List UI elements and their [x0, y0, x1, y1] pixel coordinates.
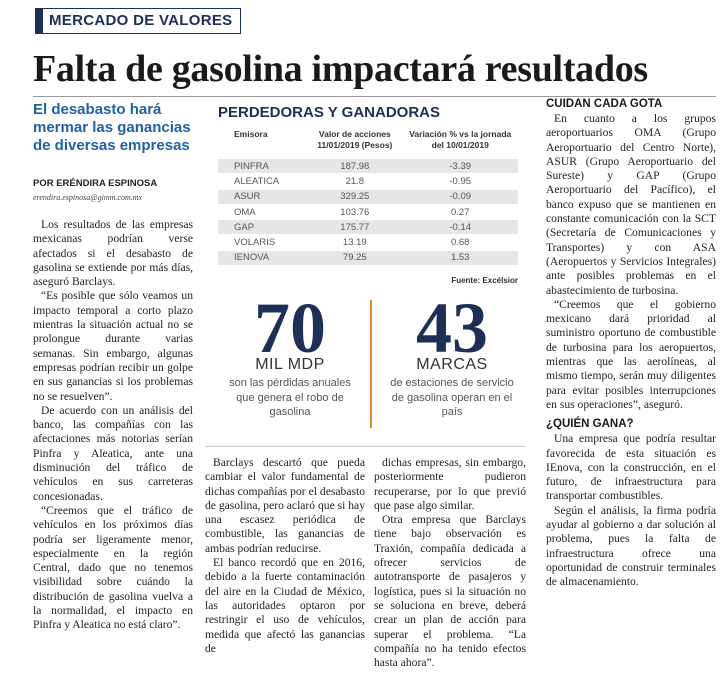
headline: Falta de gasolina impactará resultados [33, 48, 648, 90]
paragraph: dichas empresas, sin embargo, posteriorm… [374, 456, 526, 512]
paragraph: Según el análisis, la firma podría ayuda… [546, 503, 716, 589]
table-row: GAP 175.77 -0.14 [218, 219, 518, 236]
table-title: PERDEDORAS Y GANADORAS [218, 104, 440, 121]
header-cell: Emisora [234, 129, 268, 139]
table-cell: 79.25 [307, 250, 403, 267]
stat-text: son las pérdidas anuales que genera el r… [229, 377, 351, 418]
table-header: Emisora Valor de acciones 11/01/2019 (Pe… [218, 127, 518, 159]
paragraph: Los resultados de las empresas mexicanas… [33, 218, 193, 289]
table-cell: -3.39 [402, 159, 518, 175]
table-cell: 175.77 [307, 219, 403, 236]
divider [205, 446, 526, 447]
table-cell: 329.25 [307, 189, 403, 205]
column-3: dichas empresas, sin embargo, posteriorm… [374, 456, 526, 684]
table-cell: -0.95 [402, 173, 518, 190]
table-row: ALEATICA 21.8 -0.95 [218, 173, 518, 190]
column-1: Los resultados de las empresas mexicanas… [33, 218, 193, 686]
table-row: IENOVA 79.25 1.53 [218, 250, 518, 267]
table-cell: PINFRA [218, 159, 308, 175]
table-cell: VOLARIS [218, 234, 308, 251]
subheading: ¿QUIÉN GANA? [546, 418, 634, 431]
header-cell: Variación % vs la jornada del 10/01/2019 [409, 129, 512, 150]
paragraph: “Creemos que el tráfico de vehículos en … [33, 503, 193, 632]
table-cell: -0.14 [402, 219, 518, 236]
column-2: Barclays descartó que pueda cambiar el v… [205, 456, 365, 684]
subheading: CUIDAN CADA GOTA [546, 98, 663, 110]
table-cell: 187.98 [307, 159, 403, 175]
byline: POR ERÉNDIRA ESPINOSA [33, 178, 158, 189]
table-cell: ASUR [218, 189, 308, 205]
paragraph: Una empresa que podría resultar favoreci… [546, 432, 716, 503]
header-cell: Valor de acciones 11/01/2019 (Pesos) [317, 129, 393, 150]
table-source: Fuente: Excélsior [451, 276, 518, 285]
stat-unit: MARCAS [416, 356, 488, 373]
divider [33, 96, 716, 97]
table-row: OMA 103.76 0.27 [218, 204, 518, 221]
table-row: PINFRA 187.98 -3.39 [218, 159, 518, 175]
stock-table: Emisora Valor de acciones 11/01/2019 (Pe… [218, 127, 518, 267]
paragraph: El banco recordó que en 2016, debido a l… [205, 556, 365, 655]
paragraph: Otra empresa que Barclays tiene bajo obs… [374, 513, 526, 670]
paragraph: “Es posible que sólo veamos un impacto t… [33, 289, 193, 403]
paragraph: Barclays descartó que pueda cambiar el v… [205, 456, 365, 555]
table-cell: OMA [218, 204, 308, 221]
table-cell: 21.8 [307, 173, 403, 190]
deck: El desabasto hará mermar las ganancias d… [33, 101, 191, 154]
paragraph: En cuanto a los grupos aeroportuarios OM… [546, 112, 716, 297]
paragraph: “Creemos que el gobierno mexicano dará p… [546, 297, 716, 411]
table-cell: 0.27 [402, 204, 518, 221]
stat-number: 70 [254, 288, 326, 368]
table-cell: 0.68 [402, 234, 518, 251]
table-cell: -0.09 [402, 189, 518, 205]
column-4: CUIDAN CADA GOTA En cuanto a los grupos a… [546, 98, 716, 686]
paragraph: De acuerdo con un análisis del banco, la… [33, 403, 193, 503]
table-cell: IENOVA [218, 250, 308, 267]
stat-text: de estaciones de servicio de gasolina op… [390, 377, 514, 418]
table-cell: GAP [218, 219, 308, 236]
email: erendira.espinosa@gimm.com.mx [33, 193, 143, 202]
table-row: ASUR 329.25 -0.09 [218, 189, 518, 205]
table-cell: 13.19 [307, 234, 403, 251]
table-cell: 103.76 [307, 204, 403, 221]
section-label: MERCADO DE VALORES [35, 8, 241, 34]
table-cell: ALEATICA [218, 173, 308, 190]
stat-number: 43 [416, 288, 488, 368]
stat-unit: MIL MDP [255, 356, 325, 373]
stat-divider [370, 300, 372, 428]
table-body: PINFRA 187.98 -3.39 ALEATICA 21.8 -0.95 ASUR 32… [218, 159, 518, 267]
table-row: VOLARIS 13.19 0.68 [218, 234, 518, 251]
table-cell: 1.53 [402, 250, 518, 267]
